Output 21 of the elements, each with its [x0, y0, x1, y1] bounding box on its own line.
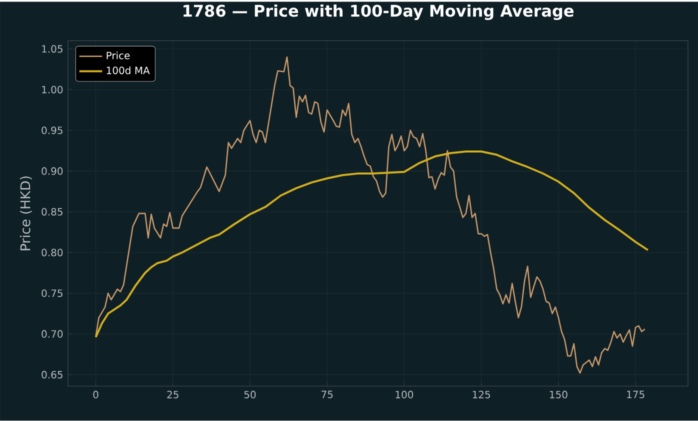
y-axis-title: Price (HKD) — [20, 176, 32, 250]
y-tick-label: 0.90 — [42, 167, 63, 175]
x-tick-label: 150 — [550, 390, 568, 398]
y-tick-label: 1.00 — [42, 86, 63, 94]
legend-label: 100d MA — [106, 66, 150, 74]
x-tick-label: 50 — [244, 390, 256, 398]
x-tick-label: 0 — [93, 390, 98, 398]
chart-title: 1786 — Price with 100-Day Moving Average — [184, 4, 574, 20]
legend-label: Price — [106, 52, 130, 60]
y-tick-label: 0.95 — [42, 126, 62, 134]
x-tick-label: 125 — [472, 390, 490, 398]
x-tick-label: 25 — [167, 390, 178, 398]
y-tick-label: 0.65 — [42, 371, 62, 379]
y-tick-label: 0.85 — [42, 208, 62, 216]
y-tick-label: 1.05 — [42, 45, 62, 53]
x-tick-label: 175 — [627, 390, 644, 398]
y-tick-label: 0.70 — [42, 330, 63, 338]
x-tick-label: 75 — [322, 390, 333, 398]
x-tick-label: 100 — [396, 390, 414, 398]
y-tick-label: 0.80 — [42, 248, 63, 256]
y-tick-label: 0.75 — [42, 290, 62, 298]
